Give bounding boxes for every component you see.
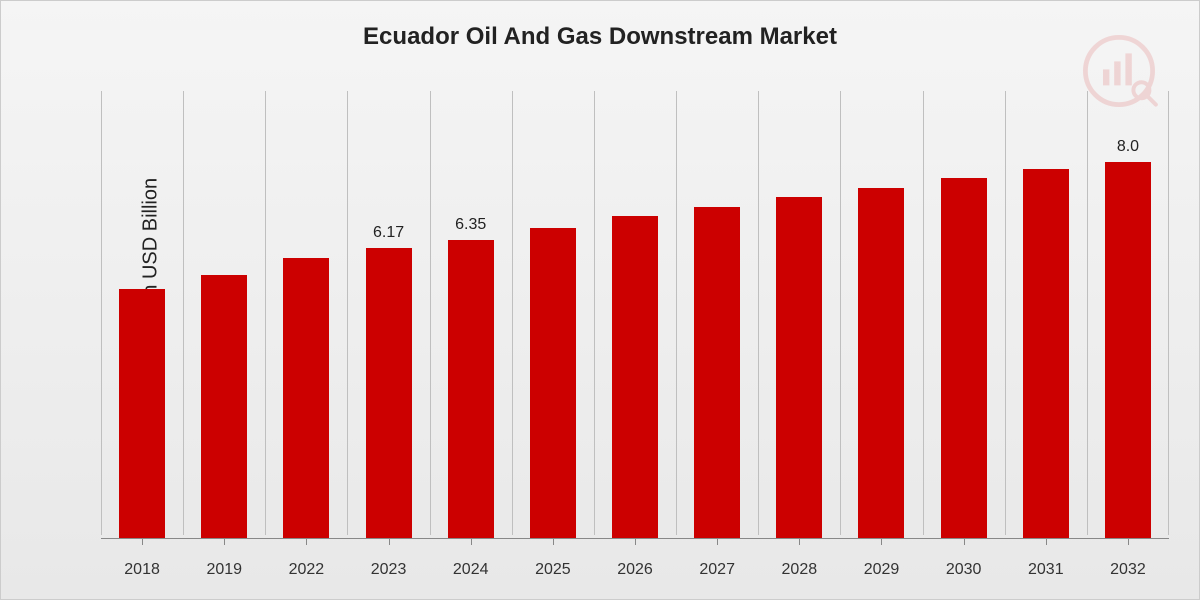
plot-area: 6.17 6.35 8.0	[101, 91, 1169, 539]
x-axis-label: 2023	[347, 561, 429, 579]
bar	[858, 188, 904, 539]
bar-slot	[101, 91, 183, 539]
x-axis-label: 2032	[1087, 561, 1169, 579]
bar-slot	[1005, 91, 1087, 539]
bar-slot: 6.17	[347, 91, 429, 539]
x-tick	[1046, 539, 1047, 545]
bar	[941, 178, 987, 539]
bar	[612, 216, 658, 539]
x-axis-label: 2027	[676, 561, 758, 579]
bar-value-label: 6.17	[373, 224, 404, 242]
bar	[201, 275, 247, 539]
x-tick	[306, 539, 307, 545]
x-tick	[964, 539, 965, 545]
bar-value-label: 8.0	[1117, 138, 1139, 156]
bar	[448, 240, 494, 539]
bar-slot	[923, 91, 1005, 539]
x-tick	[799, 539, 800, 545]
x-tick	[717, 539, 718, 545]
bar-slot	[840, 91, 922, 539]
chart-title: Ecuador Oil And Gas Downstream Market	[1, 23, 1199, 51]
x-tick	[553, 539, 554, 545]
x-axis-labels: 2018201920222023202420252026202720282029…	[101, 561, 1169, 579]
bar	[366, 248, 412, 539]
bar-slot	[265, 91, 347, 539]
bar	[694, 207, 740, 539]
x-axis-baseline	[101, 538, 1169, 539]
bar-slot: 6.35	[430, 91, 512, 539]
bars-container: 6.17 6.35 8.0	[101, 91, 1169, 539]
bar-slot	[512, 91, 594, 539]
x-tick	[1128, 539, 1129, 545]
bar-slot	[183, 91, 265, 539]
x-tick	[881, 539, 882, 545]
bar	[119, 289, 165, 539]
x-tick	[142, 539, 143, 545]
x-axis-label: 2026	[594, 561, 676, 579]
x-axis-label: 2031	[1005, 561, 1087, 579]
x-axis-label: 2022	[265, 561, 347, 579]
x-axis-label: 2029	[840, 561, 922, 579]
bar	[1023, 169, 1069, 539]
bar	[530, 228, 576, 539]
bar-slot	[758, 91, 840, 539]
x-axis-label: 2028	[758, 561, 840, 579]
bar-slot	[594, 91, 676, 539]
bar-slot: 8.0	[1087, 91, 1169, 539]
x-axis-label: 2018	[101, 561, 183, 579]
x-axis-label: 2030	[923, 561, 1005, 579]
x-axis-label: 2019	[183, 561, 265, 579]
x-tick	[635, 539, 636, 545]
bar	[1105, 162, 1151, 539]
x-tick	[471, 539, 472, 545]
bar-slot	[676, 91, 758, 539]
x-axis-label: 2025	[512, 561, 594, 579]
x-axis-label: 2024	[430, 561, 512, 579]
bar	[283, 258, 329, 539]
bar	[776, 197, 822, 539]
x-tick	[389, 539, 390, 545]
x-tick	[224, 539, 225, 545]
bar-value-label: 6.35	[455, 216, 486, 234]
